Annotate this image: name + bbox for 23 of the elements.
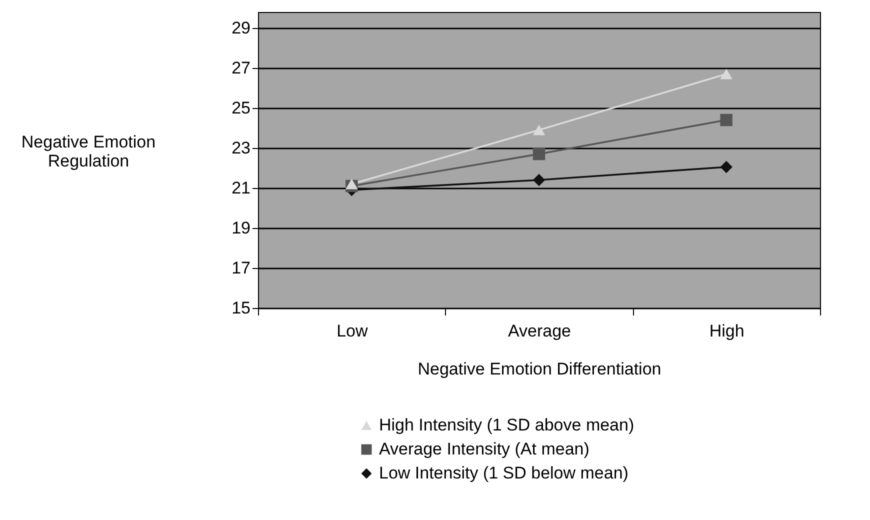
point [346, 178, 358, 190]
point [532, 124, 546, 136]
point [720, 160, 732, 174]
y-axis-title: Negative Emotion Regulation [21, 132, 156, 170]
y-tick-label: 21 [232, 178, 250, 198]
point [720, 68, 732, 80]
legend-label: Low Intensity (1 SD below mean) [379, 464, 628, 482]
y-tick-label: 29 [232, 18, 250, 38]
y-tick-label: 17 [232, 258, 250, 278]
y-tick-label: 19 [232, 218, 250, 238]
point [532, 148, 546, 160]
y-tick-label: 23 [232, 138, 250, 158]
x-axis-title: Negative Emotion Differentiation [418, 360, 662, 378]
legend-label: High Intensity (1 SD above mean) [379, 416, 634, 434]
point [720, 114, 732, 126]
legend-label: Average Intensity (At mean) [379, 440, 590, 458]
y-tick-label: 15 [232, 298, 250, 318]
x-tick-label: Low [336, 322, 368, 340]
y-tick-label: 25 [232, 98, 250, 118]
y-tick-label: 27 [232, 58, 250, 78]
x-tick-label: High [709, 322, 744, 340]
x-tick-label: Average [508, 322, 572, 340]
point [532, 174, 546, 186]
